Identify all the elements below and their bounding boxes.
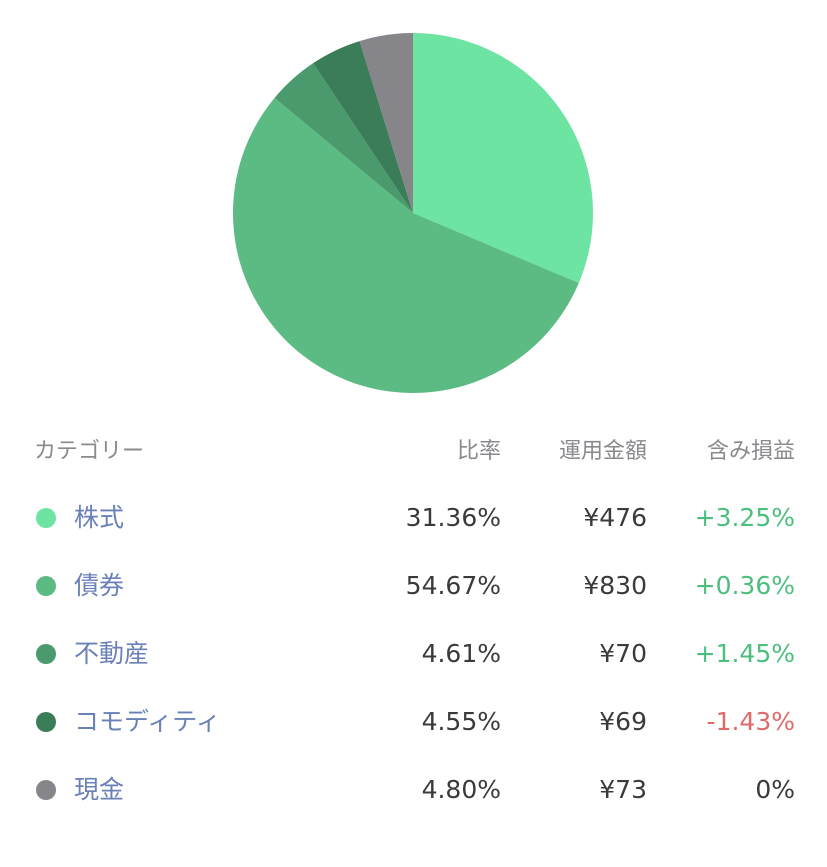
amount-value: ¥69 bbox=[599, 707, 647, 736]
pl-value: +3.25% bbox=[694, 503, 795, 532]
table-row[interactable]: 債券 54.67% ¥830 +0.36% bbox=[0, 552, 827, 620]
pl-value: -1.43% bbox=[706, 707, 795, 736]
amount-value: ¥70 bbox=[599, 639, 647, 668]
pie-slice bbox=[413, 33, 593, 284]
amount-value: ¥830 bbox=[583, 571, 647, 600]
table-row[interactable]: コモディティ 4.55% ¥69 -1.43% bbox=[0, 688, 827, 756]
allocation-pie-chart bbox=[232, 33, 593, 394]
legend-dot bbox=[36, 780, 56, 800]
category-name: 株式 bbox=[74, 503, 125, 532]
table-row[interactable]: 現金 4.80% ¥73 0% bbox=[0, 756, 827, 824]
pl-value: +0.36% bbox=[694, 571, 795, 600]
legend-dot bbox=[36, 576, 56, 596]
ratio-value: 4.80% bbox=[421, 775, 501, 804]
category-name: 現金 bbox=[74, 775, 125, 804]
ratio-value: 4.61% bbox=[421, 639, 501, 668]
pl-value: 0% bbox=[755, 775, 795, 804]
ratio-value: 31.36% bbox=[405, 503, 501, 532]
header-category: カテゴリー bbox=[34, 439, 145, 464]
pie-slice bbox=[232, 97, 579, 394]
table-row[interactable]: 株式 31.36% ¥476 +3.25% bbox=[0, 484, 827, 552]
pie-slice bbox=[274, 63, 413, 214]
table-row[interactable]: 不動産 4.61% ¥70 +1.45% bbox=[0, 620, 827, 688]
ratio-value: 54.67% bbox=[405, 571, 501, 600]
category-name: 債券 bbox=[74, 571, 125, 600]
header-unrealized-pl: 含み損益 bbox=[706, 439, 795, 464]
ratio-value: 4.55% bbox=[421, 707, 501, 736]
pie-slice bbox=[313, 41, 413, 213]
allocation-table: カテゴリー 比率 運用金額 含み損益 株式 31.36% ¥476 +3.25%… bbox=[0, 420, 827, 824]
legend-dot bbox=[36, 712, 56, 732]
legend-dot bbox=[36, 644, 56, 664]
legend-dot bbox=[36, 508, 56, 528]
pie-slice bbox=[359, 33, 413, 213]
header-ratio: 比率 bbox=[456, 439, 501, 464]
table-header: カテゴリー 比率 運用金額 含み損益 bbox=[0, 420, 827, 484]
amount-value: ¥73 bbox=[599, 775, 647, 804]
category-name: 不動産 bbox=[74, 639, 150, 668]
pl-value: +1.45% bbox=[694, 639, 795, 668]
amount-value: ¥476 bbox=[583, 503, 647, 532]
header-amount: 運用金額 bbox=[558, 439, 647, 464]
category-name: コモディティ bbox=[74, 707, 221, 736]
